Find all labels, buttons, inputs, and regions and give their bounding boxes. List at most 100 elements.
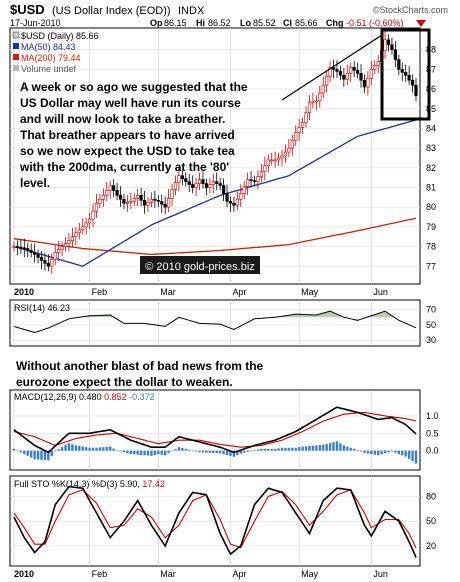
- candle-body: [359, 73, 363, 81]
- macd-label-group: MACD(12,26,9) 0.480 0.852 -0.372: [14, 392, 155, 402]
- macd-hist-bar: [16, 450, 19, 452]
- candle-body: [270, 159, 274, 162]
- macd-hist-bar: [122, 450, 126, 453]
- y-tick-label: 82: [426, 163, 436, 173]
- x-tick-label: May: [301, 569, 319, 579]
- macd-hist-bar: [325, 443, 328, 451]
- macd-hist-bar: [50, 450, 53, 456]
- candle-body: [43, 260, 47, 264]
- annotation-text: A week or so ago we suggested that the U…: [19, 80, 248, 190]
- candle-body: [122, 199, 126, 204]
- macd-hist-bar: [201, 450, 205, 453]
- candle-body: [191, 184, 195, 188]
- y-tick-label: 20: [426, 541, 436, 551]
- annotation-line: so we now expect the USD to take tea: [20, 144, 235, 158]
- macd-hist-bar: [26, 450, 29, 456]
- candle-body: [67, 240, 71, 244]
- macd-hist-value: -0.372: [129, 392, 155, 402]
- annotation-line: with the 200dma, currently at the '80': [19, 160, 229, 174]
- macd-hist-bar: [67, 443, 71, 451]
- macd-hist-bar: [157, 450, 160, 455]
- y-tick-label: 50: [426, 516, 436, 526]
- candle-body: [249, 179, 253, 181]
- ma200-path: [13, 217, 417, 256]
- y-tick-label: 30: [426, 335, 436, 345]
- candle-body: [307, 102, 312, 113]
- macd-hist-bar: [191, 450, 194, 452]
- close-label: Cl: [283, 18, 292, 28]
- macd-hist-bar: [287, 447, 291, 451]
- candle-body: [63, 243, 68, 247]
- macd-hist-bar: [232, 450, 236, 457]
- change-value: -0.51 (-0.60%): [346, 18, 404, 28]
- candle-body: [252, 180, 257, 182]
- candle-body: [352, 67, 356, 71]
- macd-hist-bar: [380, 450, 383, 455]
- sto-label-group: Full STO %K(14,3) %D(3) 5.90, 17.42: [14, 479, 165, 489]
- macd-line: [13, 406, 417, 454]
- candle-body: [276, 157, 281, 161]
- macd-hist-bar: [163, 450, 167, 456]
- macd-hist-bar: [188, 449, 191, 451]
- macd-hist-bar: [318, 445, 321, 451]
- chart-symbol: $USD: [10, 2, 45, 17]
- candle-body: [115, 190, 119, 196]
- macd-hist-bar: [81, 446, 84, 451]
- macd-hist-bar: [12, 448, 16, 451]
- candle-body: [414, 84, 418, 97]
- macd-hist-bar: [284, 447, 287, 451]
- candle-body: [325, 75, 329, 86]
- candle-body: [33, 252, 37, 255]
- macd-hist-bar: [322, 444, 325, 451]
- macd-hist-bar: [47, 450, 50, 461]
- rsi-overbought-fill: [14, 311, 416, 318]
- rsi-axis: 30 50 70: [426, 305, 436, 346]
- candle-body: [167, 198, 171, 208]
- x-tick-label: Mar: [160, 569, 176, 579]
- candle-body: [410, 79, 415, 86]
- macd-hist-bar: [249, 450, 253, 452]
- macd-hist-bar: [346, 446, 349, 451]
- candle-body: [87, 218, 92, 224]
- legend-volume: Volume undef: [21, 64, 77, 74]
- macd-path: [13, 406, 417, 454]
- price-candles: [12, 30, 418, 274]
- x-tick-label: Apr: [232, 569, 246, 579]
- candle-body: [287, 147, 291, 153]
- sto-k-path: [13, 485, 417, 558]
- macd-hist-bar: [401, 450, 404, 456]
- candle-body: [173, 182, 178, 190]
- macd-hist-bar: [397, 450, 401, 454]
- macd-hist-bar: [36, 450, 40, 460]
- candle-body: [57, 249, 61, 253]
- macd-hist-bar: [57, 449, 60, 451]
- candle-body: [256, 176, 260, 182]
- candle-body: [386, 39, 391, 46]
- annotation-line: A week or so ago we suggested that the: [20, 80, 248, 94]
- macd-hist-bar: [167, 450, 170, 454]
- macd-hist-bar: [373, 450, 376, 455]
- y-tick-label: 0.5: [426, 428, 439, 438]
- macd-hist-bar: [198, 450, 201, 453]
- macd-hist-bar: [311, 445, 315, 451]
- rsi-line: [13, 310, 417, 334]
- candle-body: [19, 246, 23, 249]
- candle-body: [125, 201, 129, 204]
- macd-hist-bar: [394, 450, 397, 453]
- candle-body: [77, 229, 81, 234]
- candle-body: [139, 195, 143, 201]
- candle-body: [53, 252, 57, 260]
- macd-hist-bar: [177, 447, 181, 451]
- y-tick-label: 1.0: [426, 411, 439, 421]
- macd-hist-bar: [356, 450, 359, 451]
- candle-body: [81, 226, 85, 231]
- macd-hist-bar: [60, 447, 64, 451]
- macd-hist-bar: [243, 450, 246, 453]
- caption-line: eurozone expect the dollar to weaken.: [16, 375, 233, 389]
- macd-hist-bar: [146, 450, 150, 456]
- candle-body: [98, 199, 102, 204]
- y-tick-label: 88: [426, 45, 436, 55]
- ma50-path: [13, 119, 417, 268]
- candle-body: [266, 159, 270, 167]
- legend-swatch-volume: [13, 65, 19, 71]
